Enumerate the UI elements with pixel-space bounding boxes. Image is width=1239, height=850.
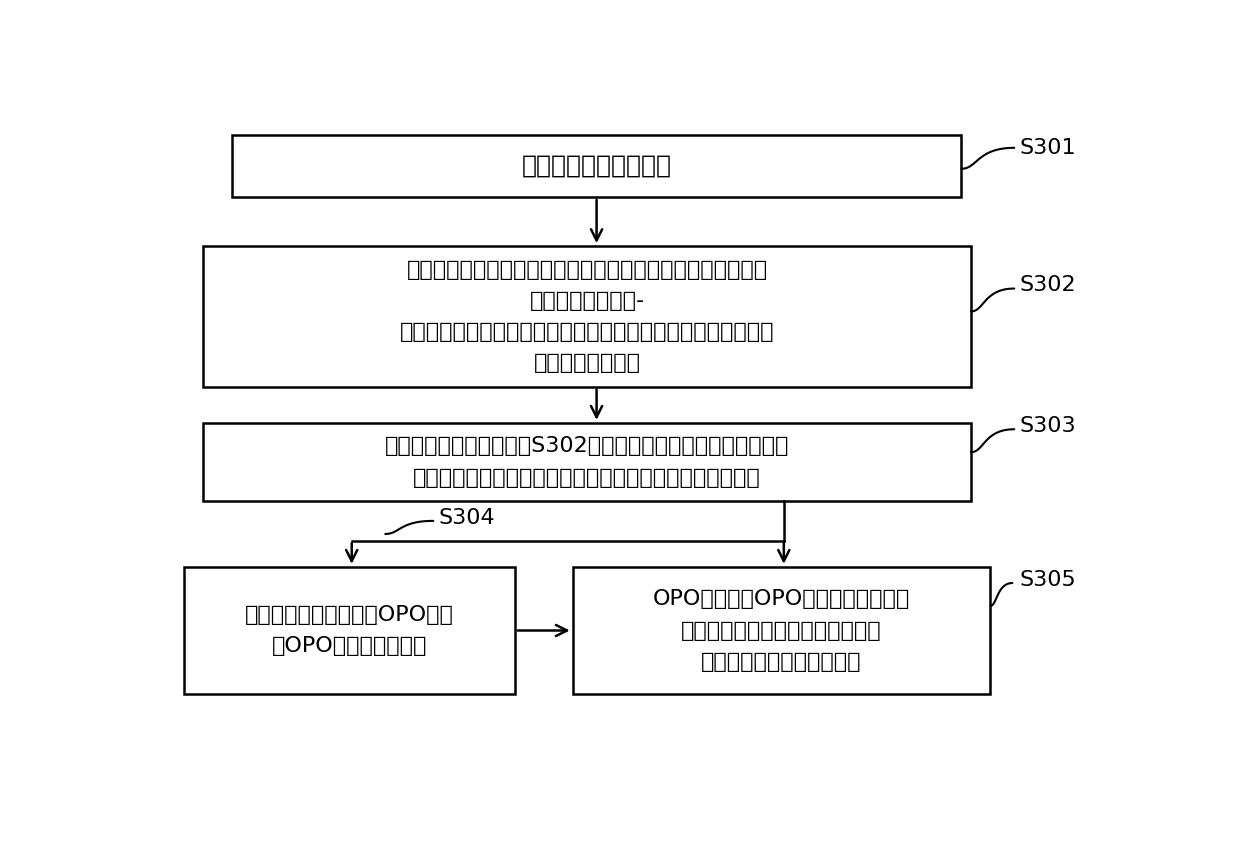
Text: S302: S302 (1018, 275, 1075, 295)
Text: S304: S304 (439, 507, 494, 528)
Bar (183, 567, 515, 694)
Text: S303: S303 (1018, 416, 1075, 436)
Text: 利用光学整形模块对步骤S302处理后的激光束进行光学整形处理
得到平顶分布的激光束，并对整形后的激光束进行扩束处理: 利用光学整形模块对步骤S302处理后的激光束进行光学整形处理 得到平顶分布的激光… (385, 436, 789, 488)
Bar (572, 567, 990, 694)
Text: 利用变频控制模块调整OPO模块
中OPO晶体的放置角度: 利用变频控制模块调整OPO模块 中OPO晶体的放置角度 (245, 605, 453, 656)
Text: S301: S301 (1018, 138, 1075, 158)
Text: S305: S305 (1018, 570, 1075, 590)
Text: OPO模块利用OPO晶体对所述光学整
形模块处理后的激光束进行波长转
换，输出中红外可调谐激光: OPO模块利用OPO晶体对所述光学整 形模块处理后的激光束进行波长转 换，输出中… (653, 589, 911, 672)
Text: 对激光束采用非线性相位共轭波前畸变补偿技术补偿激光波前
畸变、采用法布里-
珀罗标准具压窄线宽技术压榨激光线宽、以及采用二元光学技术
改善激光光斑分布: 对激光束采用非线性相位共轭波前畸变补偿技术补偿激光波前 畸变、采用法布里- 珀罗… (400, 259, 774, 373)
Bar (232, 135, 961, 197)
Bar (203, 422, 971, 502)
Text: 利用泵浦源产生激光束: 利用泵浦源产生激光束 (522, 154, 672, 178)
Bar (203, 246, 971, 387)
